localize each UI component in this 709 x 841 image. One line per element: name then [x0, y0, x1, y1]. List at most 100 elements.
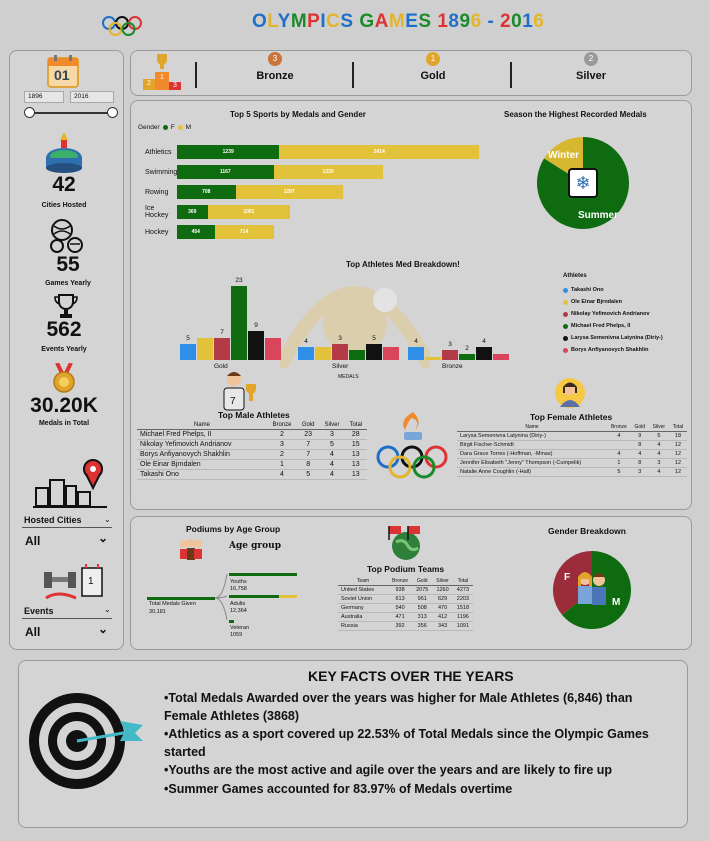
table-row[interactable]: Nikolay Yefimovich Andrianov 3 7 5 15	[137, 439, 367, 450]
table-header-cell[interactable]: Gold	[412, 577, 433, 586]
year-slider-handle-end[interactable]	[107, 107, 118, 118]
athlete-bar[interactable]	[180, 344, 196, 360]
table-cell	[607, 440, 631, 450]
table-row[interactable]: Birgit Fischer-Schmidt 8 4 12	[457, 440, 687, 450]
pie-slice-f[interactable]	[553, 551, 592, 616]
table-cell: Australia	[338, 612, 388, 622]
table-cell: Ole Einar Bjrndalen	[137, 459, 267, 470]
table-row[interactable]: Jennifer Elisabeth "Jenny" Thompson (-Cu…	[457, 458, 687, 468]
athlete-bar[interactable]	[214, 337, 230, 360]
table-header-cell[interactable]: Total	[668, 423, 687, 432]
athlete-bar[interactable]	[476, 347, 492, 360]
athlete-bar[interactable]	[425, 356, 441, 360]
sports-bar-f[interactable]: 1167	[177, 165, 274, 179]
sports-bar-m[interactable]: 2414	[279, 145, 480, 159]
gold-medal-icon: 1	[426, 52, 440, 66]
athlete-bar[interactable]	[408, 347, 424, 360]
sports-bar-f[interactable]: 369	[177, 205, 208, 219]
group-people-icon	[178, 538, 204, 562]
table-row[interactable]: Michael Fred Phelps, II 2 23 3 28	[137, 429, 367, 440]
title-letter: S	[340, 11, 354, 32]
hosted-cities-dropdown[interactable]: All ⌄	[22, 531, 112, 550]
athlete-bar[interactable]	[459, 353, 475, 360]
title-letter: 6	[470, 11, 482, 32]
target-dart-icon	[25, 687, 145, 797]
table-row[interactable]: Larysa Semenivna Latynina (Diriy-) 4 9 5 18	[457, 431, 687, 441]
sports-bar-f[interactable]: 1239	[177, 145, 280, 159]
sports-bar-m[interactable]: 714	[214, 225, 274, 239]
table-row[interactable]: Dara Grace Torres (-Hoffman, -Minas) 4 4 4 1…	[457, 449, 687, 459]
athletes-legend-item[interactable]: Larysa Semenivna Latynina (Diriy-)	[563, 332, 663, 344]
teams-table: Team Bronze Gold Silver Total United States 93…	[338, 577, 473, 631]
table-header-cell[interactable]: Bronze	[267, 421, 297, 430]
sports-bar-f[interactable]: 708	[177, 185, 236, 199]
table-header-cell[interactable]: Gold	[630, 423, 649, 432]
table-row[interactable]: Natalie Anne Coughlin (-Hall) 5 3 4 12	[457, 467, 687, 477]
sports-category-label: Ice Hockey	[145, 205, 169, 219]
year-slider-handle-start[interactable]	[24, 107, 35, 118]
table-row[interactable]: United States 938 2075 1260 4273	[338, 585, 473, 595]
table-header-row: Name Bronze Gold Silver Total	[457, 423, 687, 432]
athlete-bar[interactable]	[231, 286, 247, 360]
kpi-cities-label: Cities Hosted	[41, 202, 87, 209]
table-header-cell[interactable]: Silver	[432, 577, 453, 586]
year-start-input[interactable]: 1896	[24, 91, 64, 103]
athletes-legend-item[interactable]: Ole Einar Bjrndalen	[563, 296, 663, 308]
events-dropdown[interactable]: All ⌄	[22, 622, 112, 641]
table-row[interactable]: Russia 392 356 343 1091	[338, 621, 473, 631]
athlete-bar[interactable]	[197, 337, 213, 360]
athlete-bar[interactable]	[493, 353, 509, 360]
card-divider-3	[510, 62, 512, 88]
athlete-bar[interactable]	[298, 347, 314, 360]
athlete-bar[interactable]	[349, 350, 365, 360]
table-row[interactable]: Takashi Ono 4 5 4 13	[137, 469, 367, 480]
sports-bar-m[interactable]: 1320	[273, 165, 383, 179]
table-header-cell[interactable]: Bronze	[607, 423, 631, 432]
table-header-cell[interactable]: Name	[137, 421, 267, 430]
athlete-bar[interactable]	[265, 337, 281, 360]
table-cell: 4	[319, 469, 345, 480]
gold-card[interactable]: 1 Gold	[398, 52, 468, 92]
athlete-bar[interactable]	[248, 331, 264, 360]
table-header-cell[interactable]: Bronze	[388, 577, 413, 586]
sports-category-label: Athletics	[145, 148, 172, 156]
athletes-legend-item[interactable]: Takashi Ono	[563, 284, 663, 296]
table-row[interactable]: Australia 471 313 412 1196	[338, 612, 473, 622]
table-header-cell[interactable]: Silver	[648, 423, 669, 432]
athletes-legend-item[interactable]: Nikolay Yefimovich Andrianov	[563, 308, 663, 320]
table-cell: Germany	[338, 603, 388, 613]
table-header-cell[interactable]: Total	[452, 577, 473, 586]
athletes-legend-item[interactable]: Borys Anfiyanovych Shakhlin	[563, 344, 663, 356]
athlete-bar[interactable]	[383, 347, 399, 360]
silver-card[interactable]: 2 Silver	[556, 52, 626, 92]
athlete-bar[interactable]	[442, 350, 458, 360]
table-cell: 12	[668, 458, 687, 468]
athlete-bar-value: 3	[448, 341, 452, 349]
athlete-bar[interactable]	[332, 344, 348, 360]
athlete-bar[interactable]	[315, 347, 331, 360]
table-header-cell[interactable]: Name	[457, 423, 607, 432]
athletes-legend-item[interactable]: Michael Fred Phelps, II	[563, 320, 663, 332]
table-row[interactable]: Germany 540 508 470 1518	[338, 603, 473, 613]
table-row[interactable]: Borys Anfiyanovych Shakhlin 2 7 4 13	[137, 449, 367, 460]
sports-bar-m[interactable]: 1297	[235, 185, 343, 199]
table-row[interactable]: Soviet Union 613 961 629 2203	[338, 594, 473, 604]
bronze-card[interactable]: 3 Bronze	[240, 52, 310, 92]
table-row[interactable]: Ole Einar Bjrndalen 1 8 4 13	[137, 459, 367, 470]
table-header-cell[interactable]: Silver	[319, 421, 345, 430]
key-facts-title: KEY FACTS OVER THE YEARS	[308, 668, 514, 684]
podium-number-1: 1	[160, 74, 164, 81]
gender-chart-title: Gender Breakdown	[548, 526, 626, 536]
medal-icon	[52, 362, 76, 393]
sports-bar-row: Hockey 454 714	[145, 224, 274, 240]
table-header-cell[interactable]: Total	[344, 421, 367, 430]
table-cell: Natalie Anne Coughlin (-Hall)	[457, 467, 607, 477]
year-end-input[interactable]: 2016	[70, 91, 114, 103]
table-header-cell[interactable]: Team	[338, 577, 388, 586]
athlete-bar[interactable]	[366, 344, 382, 360]
year-slider-track[interactable]	[30, 112, 114, 114]
kpi-events-label: Events Yearly	[41, 346, 87, 353]
sports-bar-m[interactable]: 1001	[207, 205, 291, 219]
sports-bar-f[interactable]: 454	[177, 225, 215, 239]
table-header-cell[interactable]: Gold	[296, 421, 320, 430]
